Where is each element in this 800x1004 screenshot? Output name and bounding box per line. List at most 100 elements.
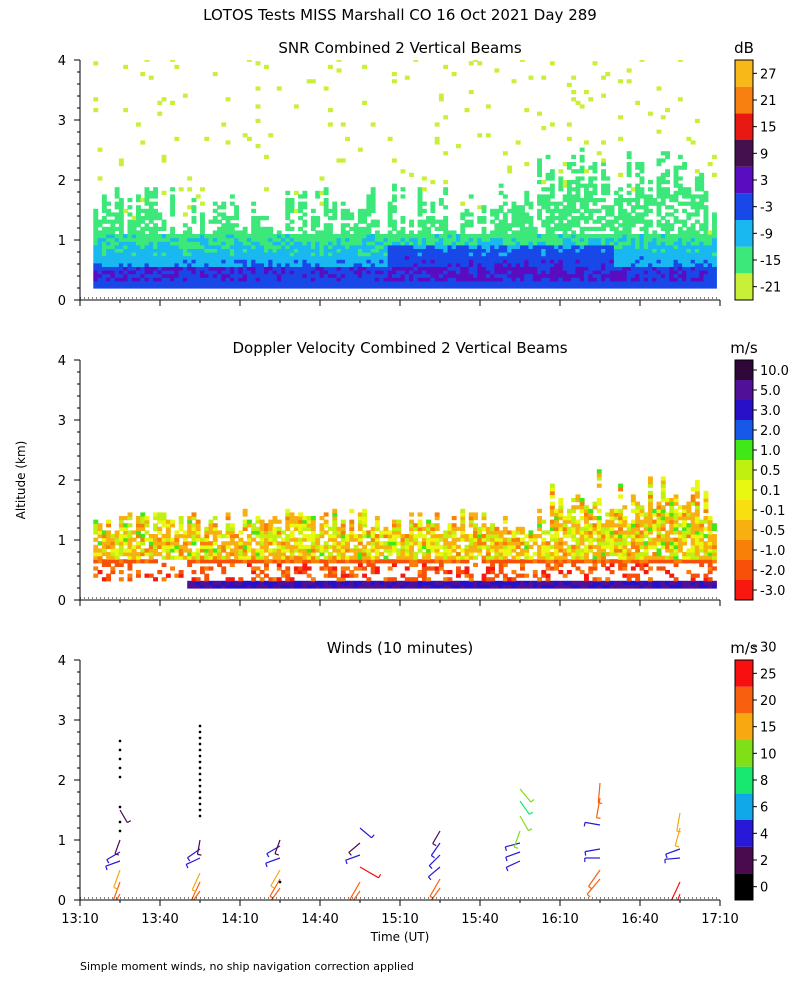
snr-cell: [136, 216, 141, 220]
snr-cell: [691, 238, 696, 242]
snr-cell: [580, 158, 585, 162]
snr-cell: [669, 277, 674, 281]
velocity-cell: [294, 527, 299, 531]
snr-cell: [516, 266, 521, 270]
snr-cell: [149, 212, 154, 216]
velocity-cell: [554, 534, 559, 538]
velocity-cell: [345, 538, 350, 542]
velocity-cell: [341, 527, 346, 531]
velocity-cell: [597, 469, 602, 473]
velocity-cell: [157, 520, 162, 524]
snr-cell: [123, 238, 128, 242]
snr-cell: [558, 263, 563, 267]
snr-cell: [273, 234, 278, 238]
velocity-cell: [571, 559, 576, 563]
snr-cell: [490, 230, 495, 234]
snr-cell: [302, 223, 307, 227]
snr-cell: [699, 198, 704, 202]
snr-cell: [610, 263, 615, 267]
velocity-cell: [140, 523, 145, 527]
snr-cell: [358, 148, 363, 152]
snr-cell: [115, 252, 120, 256]
snr-cell: [682, 202, 687, 206]
snr-cell: [533, 270, 538, 274]
snr-cell: [136, 205, 141, 209]
velocity-cell: [605, 559, 610, 563]
velocity-cell: [550, 484, 555, 488]
velocity-cell: [456, 574, 461, 578]
velocity-cell: [503, 574, 508, 578]
velocity-cell: [435, 552, 440, 556]
snr-cell: [366, 274, 371, 278]
snr-cell: [678, 241, 683, 245]
snr-cell: [554, 248, 559, 252]
velocity-cell: [217, 556, 222, 560]
snr-cell: [460, 202, 465, 206]
velocity-cell: [371, 584, 376, 588]
velocity-cell: [268, 581, 273, 585]
snr-cell: [512, 281, 517, 285]
snr-cell: [200, 248, 205, 252]
snr-cell: [140, 198, 145, 202]
velocity-cell: [563, 527, 568, 531]
snr-cell: [610, 256, 615, 260]
velocity-cell: [426, 577, 431, 581]
velocity-cell: [362, 581, 367, 585]
snr-cell: [281, 238, 286, 242]
velocity-cell: [379, 584, 384, 588]
snr-cell: [247, 252, 252, 256]
snr-cell: [324, 227, 329, 231]
snr-cell: [460, 216, 465, 220]
snr-cell: [132, 227, 137, 231]
velocity-cell: [277, 577, 282, 581]
snr-cell: [571, 162, 576, 166]
snr-cell: [409, 245, 414, 249]
velocity-cell: [264, 541, 269, 545]
velocity-cell: [558, 527, 563, 531]
snr-cell: [366, 284, 371, 288]
snr-cell: [571, 277, 576, 281]
snr-cell: [145, 227, 150, 231]
snr-cell: [567, 223, 572, 227]
velocity-cell: [622, 548, 627, 552]
snr-cell: [494, 238, 499, 242]
snr-cell: [443, 266, 448, 270]
snr-cell: [622, 270, 627, 274]
velocity-cell: [563, 552, 568, 556]
velocity-cell: [456, 552, 461, 556]
velocity-cell: [435, 534, 440, 538]
snr-cell: [482, 284, 487, 288]
velocity-cell: [153, 577, 158, 581]
snr-cell: [341, 263, 346, 267]
velocity-cell: [157, 552, 162, 556]
snr-cell: [354, 270, 359, 274]
snr-cell: [541, 76, 546, 80]
snr-cell: [119, 274, 124, 278]
snr-cell: [648, 194, 653, 198]
snr-cell: [469, 284, 474, 288]
snr-cell: [392, 158, 397, 162]
snr-cell: [362, 241, 367, 245]
velocity-cell: [571, 548, 576, 552]
snr-cell: [264, 65, 269, 69]
snr-cell: [311, 263, 316, 267]
snr-cell: [665, 234, 670, 238]
snr-cell: [567, 274, 572, 278]
velocity-cell: [605, 541, 610, 545]
velocity-cell: [170, 538, 175, 542]
velocity-cell: [307, 523, 312, 527]
snr-cell: [285, 234, 290, 238]
snr-cell: [614, 227, 619, 231]
snr-cell: [678, 187, 683, 191]
snr-cell: [601, 270, 606, 274]
snr-cell: [396, 256, 401, 260]
snr-cell: [558, 266, 563, 270]
velocity-cell: [460, 559, 465, 563]
velocity-cell: [294, 523, 299, 527]
velocity-cell: [392, 541, 397, 545]
snr-cell: [686, 277, 691, 281]
snr-cell: [635, 263, 640, 267]
snr-cell: [580, 263, 585, 267]
snr-cell: [136, 223, 141, 227]
velocity-cell: [597, 498, 602, 502]
